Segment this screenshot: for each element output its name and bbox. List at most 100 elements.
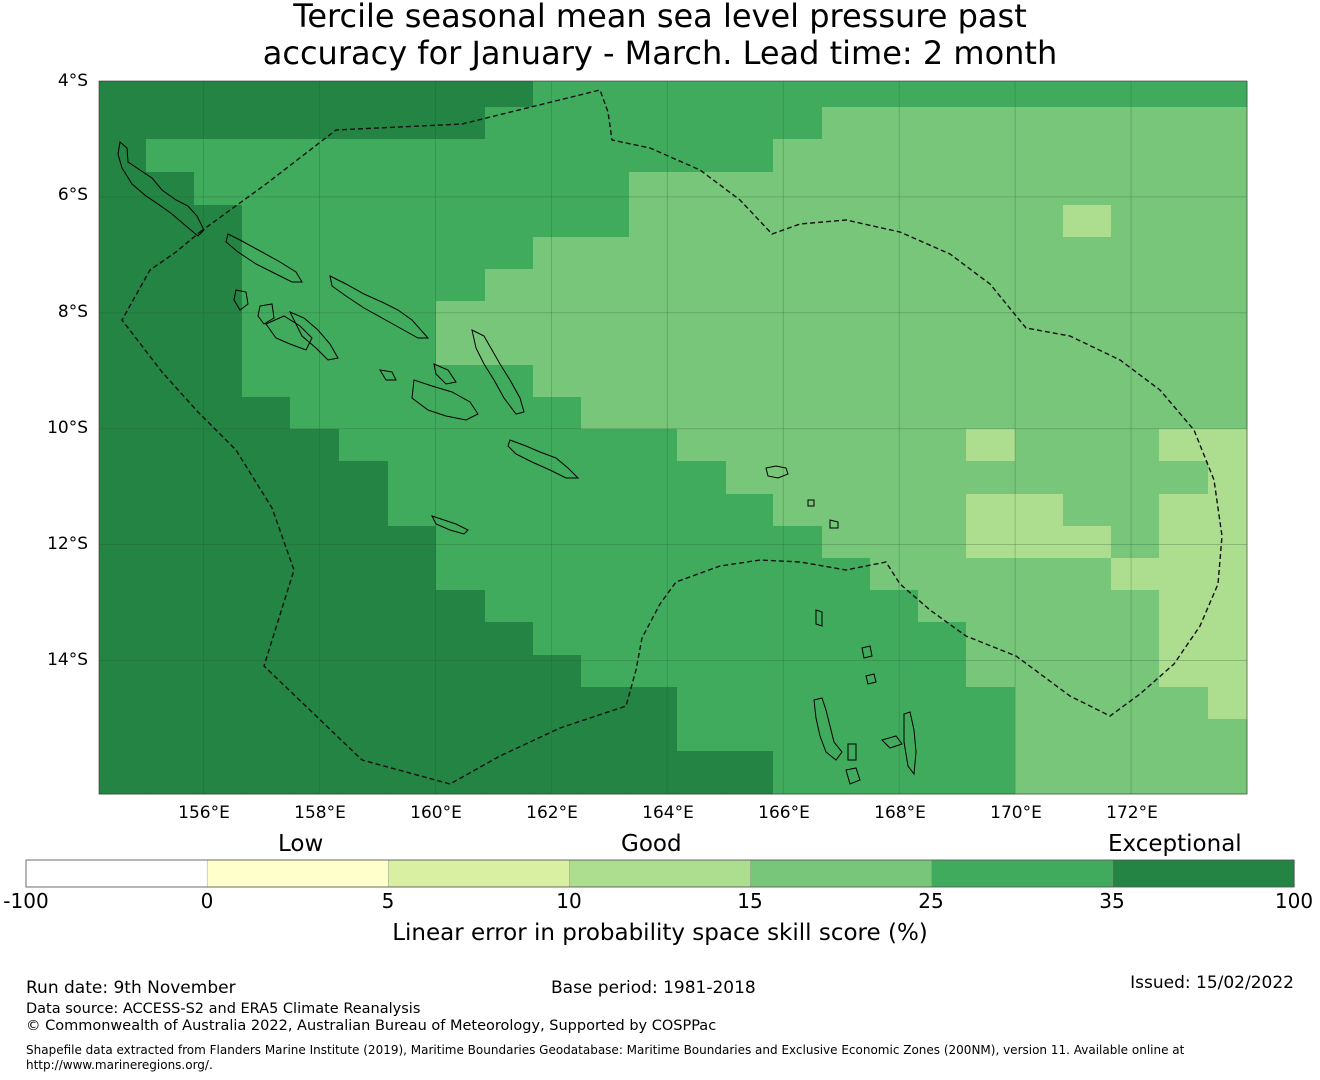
skill-cell [677,365,727,398]
skill-cell [1159,461,1209,495]
skill-cell [1159,751,1209,795]
skill-cell [773,107,823,140]
skill-cell [870,494,919,527]
skill-cell [1015,365,1064,398]
skill-cell [194,397,243,430]
skill-cell [822,687,871,720]
lat-label: 12°S [47,534,88,554]
skill-cell [677,205,727,238]
skill-cell [918,461,967,495]
skill-cell [1208,429,1248,462]
skill-cell [918,365,967,398]
skill-cell [822,558,871,591]
skill-cell [485,719,534,752]
skill-cell [436,622,486,656]
skill-cell [436,687,486,720]
skill-cell [339,751,389,795]
skill-cell [194,81,243,108]
skill-cell [533,590,582,623]
skill-cell [1208,719,1248,752]
skill-cell [629,751,678,795]
skill-cell [339,107,389,140]
skill-cell [1111,429,1160,462]
skill-cell [1015,622,1064,656]
skill-cell [290,526,340,559]
island-outline [288,311,339,361]
skill-cell [726,590,774,623]
skill-cell [242,172,291,206]
skill-cell [1063,558,1112,591]
skill-cell [966,172,1016,206]
skill-cell [290,205,340,238]
skill-cell [436,655,486,688]
skill-cell [822,81,871,108]
skill-cell [146,719,195,752]
skill-cell [773,269,823,302]
skill-cell [1063,269,1112,302]
skill-cell [677,687,727,720]
skill-cell [1015,301,1064,334]
skill-cell [290,558,340,591]
skill-cell [290,301,340,334]
skill-cell [773,558,823,591]
skill-cell [966,269,1016,302]
skill-cell [581,461,630,495]
skill-cell [388,687,437,720]
skill-cell [1159,301,1209,334]
skill-cell [726,655,774,688]
skill-cell [822,237,871,270]
skill-cell [436,365,486,398]
skill-cell [290,139,340,173]
island-outline [233,289,249,311]
skill-cell [1208,461,1248,495]
island-outline [411,379,479,421]
skill-cell [870,461,919,495]
skill-cell [870,301,919,334]
skill-cell [1111,397,1160,430]
skill-cell [822,301,871,334]
skill-cell [629,269,678,302]
skill-cell [629,237,678,270]
colorbar-bin [1112,859,1295,888]
skill-cell [485,687,534,720]
island-outline [471,329,525,415]
skill-cell [1159,365,1209,398]
skill-cell [388,558,437,591]
skill-cell [918,237,967,270]
skill-cell [1015,139,1064,173]
skill-cell [146,172,195,206]
skill-cell [726,139,774,173]
skill-cell [773,365,823,398]
skill-cell [485,751,534,795]
skill-cell [99,687,147,720]
skill-cell [726,494,774,527]
island-outline [903,711,917,776]
skill-cell [339,172,389,206]
skill-cell [485,494,534,527]
issued-date: Issued: 15/02/2022 [1130,973,1294,993]
skill-cell [533,526,582,559]
skill-cell [436,81,486,108]
colorbar-bin [931,859,1114,888]
skill-cell [485,139,534,173]
skill-cell [918,719,967,752]
skill-cell [581,558,630,591]
skill-cell [918,139,967,173]
lon-label: 162°E [526,803,578,823]
skill-cell [1208,237,1248,270]
skill-cell [290,461,340,495]
skill-cell [1111,655,1160,688]
skill-cell [726,558,774,591]
colorbar [25,859,1295,888]
skill-cell [581,622,630,656]
skill-cell [533,205,582,238]
skill-cell [290,429,340,462]
skill-cell [194,719,243,752]
skill-cell [581,429,630,462]
lat-label: 6°S [57,185,88,205]
skill-cell [99,526,147,559]
skill-cell [339,687,389,720]
skill-cell [388,429,437,462]
skill-cell [1208,622,1248,656]
skill-cell [388,622,437,656]
